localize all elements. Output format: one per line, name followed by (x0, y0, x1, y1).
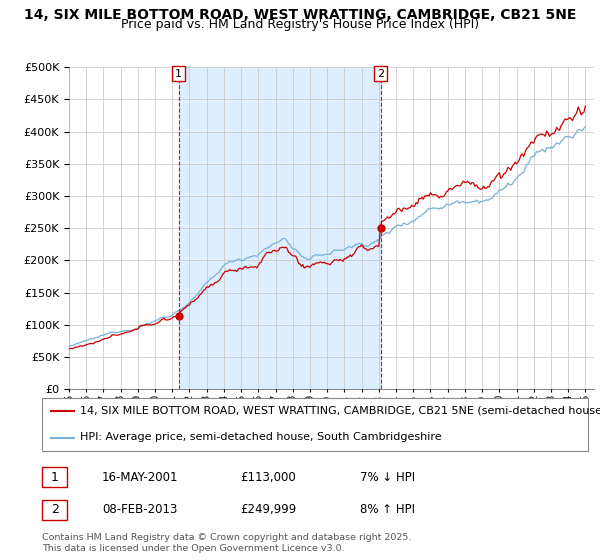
Text: Price paid vs. HM Land Registry's House Price Index (HPI): Price paid vs. HM Land Registry's House … (121, 18, 479, 31)
Text: 16-MAY-2001: 16-MAY-2001 (102, 470, 179, 484)
Text: 8% ↑ HPI: 8% ↑ HPI (360, 503, 415, 516)
FancyBboxPatch shape (42, 500, 67, 520)
Text: £249,999: £249,999 (240, 503, 296, 516)
Text: 1: 1 (175, 69, 182, 78)
Text: HPI: Average price, semi-detached house, South Cambridgeshire: HPI: Average price, semi-detached house,… (80, 432, 442, 442)
Text: 08-FEB-2013: 08-FEB-2013 (102, 503, 178, 516)
Text: Contains HM Land Registry data © Crown copyright and database right 2025.
This d: Contains HM Land Registry data © Crown c… (42, 533, 412, 553)
Text: 7% ↓ HPI: 7% ↓ HPI (360, 470, 415, 484)
Text: 2: 2 (50, 503, 59, 516)
Bar (179, 67, 380, 389)
Text: £113,000: £113,000 (240, 470, 296, 484)
FancyBboxPatch shape (42, 467, 67, 487)
FancyBboxPatch shape (42, 398, 588, 451)
Text: 1: 1 (50, 470, 59, 484)
Text: 14, SIX MILE BOTTOM ROAD, WEST WRATTING, CAMBRIDGE, CB21 5NE: 14, SIX MILE BOTTOM ROAD, WEST WRATTING,… (24, 8, 576, 22)
Text: 14, SIX MILE BOTTOM ROAD, WEST WRATTING, CAMBRIDGE, CB21 5NE (semi-detached hous: 14, SIX MILE BOTTOM ROAD, WEST WRATTING,… (80, 406, 600, 416)
Text: 2: 2 (377, 69, 384, 78)
